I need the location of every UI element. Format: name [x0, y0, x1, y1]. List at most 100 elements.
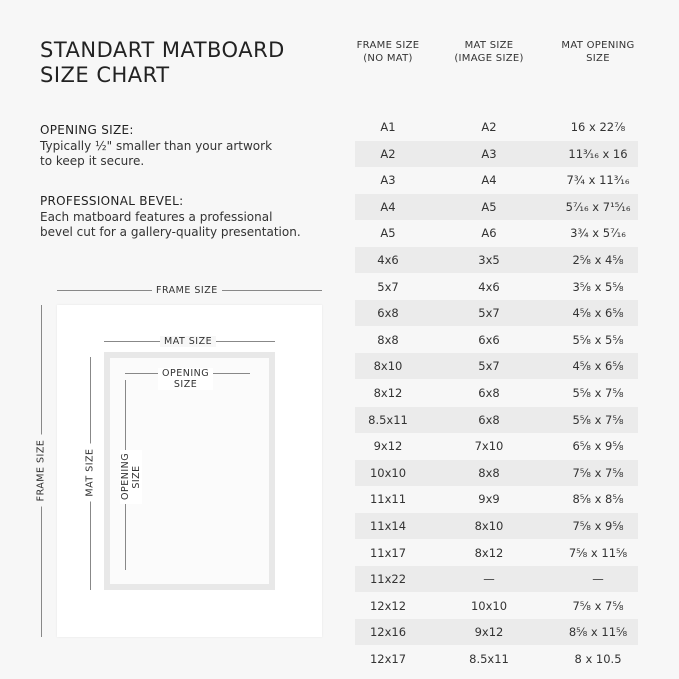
opening-size-cell: 4⅝ x 6⅝: [572, 306, 624, 321]
text-line: bevel cut for a gallery-quality presenta…: [40, 225, 301, 239]
opening-size-cell: 5⁷⁄₁₆ x 7¹⁵⁄₁₆: [565, 199, 631, 214]
frame-size-cell: A3: [380, 173, 396, 188]
title-line: SIZE CHART: [40, 63, 170, 87]
bevel-text: Each matboard features a professional bev…: [40, 210, 301, 240]
frame-size-cell: 12x16: [369, 625, 407, 640]
table-row: 4x6 3x5 2⅝ x 4⅝: [355, 247, 638, 273]
label-line: OPENING: [162, 368, 210, 379]
table-row: A4 A5 5⁷⁄₁₆ x 7¹⁵⁄₁₆: [355, 193, 638, 220]
opening-size-cell: 5⅝ x 7⅝: [572, 412, 624, 427]
frame-size-cell: 4x6: [377, 253, 399, 267]
opening-size-cell: 5⅝ x 7⅝: [572, 386, 624, 400]
frame-size-cell: A4: [380, 199, 396, 214]
table-row: 10x10 8x8 7⅝ x 7⅝: [355, 459, 638, 486]
table-row: A2 A3 11³⁄₁₆ x 16: [355, 140, 638, 167]
opening-size-cell: 2⅝ x 4⅝: [572, 253, 624, 267]
frame-size-cell: 12x17: [369, 652, 407, 666]
header-frame-size: FRAME SIZE (NO MAT): [338, 39, 438, 65]
mat-size-cell: —: [483, 572, 495, 587]
opening-size-cell: 8⅝ x 11⅝: [568, 625, 628, 640]
table-row: A5 A6 3¾ x 5⁷⁄₁₆: [355, 220, 638, 246]
table-row: 8.5x11 6x8 5⅝ x 7⅝: [355, 406, 638, 433]
frame-size-cell: A5: [380, 226, 396, 241]
opening-size-cell: 5⅝ x 5⅝: [572, 332, 624, 347]
text-line: to keep it secure.: [40, 154, 145, 168]
mat-size-cell: 9x9: [478, 492, 500, 507]
frame-size-cell: 8x8: [377, 332, 399, 347]
opening-size-cell: —: [592, 572, 604, 587]
header-line: SIZE: [586, 53, 610, 64]
frame-size-cell: 8x12: [373, 386, 403, 400]
frame-size-cell: A1: [380, 120, 396, 134]
mat-size-cell: 5x7: [478, 306, 500, 321]
table-row: A3 A4 7¾ x 11³⁄₁₆: [355, 167, 638, 193]
mat-size-cell: 7x10: [474, 439, 504, 454]
opening-size-cell: 8 x 10.5: [574, 652, 622, 666]
table-row: 11x22 — —: [355, 566, 638, 593]
mat-size-label: MAT SIZE: [160, 336, 217, 347]
mat-size-cell: 10x10: [470, 598, 508, 613]
table-row: A1 A2 16 x 22⅞: [355, 114, 638, 140]
frame-size-cell: 5x7: [377, 279, 399, 294]
header-line: (IMAGE SIZE): [454, 53, 524, 64]
header-line: MAT SIZE: [464, 40, 514, 51]
table-row: 12x17 8.5x11 8 x 10.5: [355, 646, 638, 672]
table-row: 8x10 5x7 4⅝ x 6⅝: [355, 353, 638, 380]
table-row: 11x11 9x9 8⅝ x 8⅝: [355, 486, 638, 512]
header-line: (NO MAT): [363, 53, 413, 64]
table-row: 12x12 10x10 7⅝ x 7⅝: [355, 593, 638, 619]
frame-size-cell: 8.5x11: [368, 412, 408, 427]
header-line: FRAME SIZE: [356, 40, 420, 51]
frame-size-vlabel: FRAME SIZE: [35, 434, 47, 507]
table-row: 6x8 5x7 4⅝ x 6⅝: [355, 300, 638, 327]
bevel-heading: PROFESSIONAL BEVEL:: [40, 194, 184, 208]
frame-size-cell: 11x17: [369, 545, 407, 560]
text-line: Typically ½" smaller than your artwork: [40, 139, 273, 153]
frame-size-cell: 11x14: [369, 519, 407, 533]
opening-size-label: OPENING SIZE: [158, 368, 214, 390]
table-row: 8x8 6x6 5⅝ x 5⅝: [355, 327, 638, 353]
mat-size-cell: 3x5: [478, 253, 500, 267]
mat-size-cell: 6x8: [478, 386, 500, 400]
frame-size-cell: 12x12: [369, 598, 407, 613]
mat-size-cell: A6: [481, 226, 497, 241]
table-row: 11x14 8x10 7⅝ x 9⅝: [355, 513, 638, 539]
table-row: 5x7 4x6 3⅝ x 5⅝: [355, 274, 638, 300]
mat-size-cell: 6x6: [478, 332, 500, 347]
frame-size-cell: 11x11: [369, 492, 407, 507]
frame-size-cell: 6x8: [377, 306, 399, 321]
table-row: 8x12 6x8 5⅝ x 7⅝: [355, 380, 638, 406]
label-line: SIZE: [131, 465, 142, 489]
opening-size-cell: 3¾ x 5⁷⁄₁₆: [570, 226, 626, 241]
opening-size-cell: 16 x 22⅞: [570, 120, 626, 134]
mat-size-cell: 8.5x11: [469, 652, 509, 666]
mat-size-cell: 8x8: [478, 465, 500, 480]
mat-size-cell: 6x8: [478, 412, 500, 427]
opening-size-cell: 8⅝ x 8⅝: [572, 492, 624, 507]
mat-size-vlabel: MAT SIZE: [84, 443, 96, 502]
opening-size-cell: 4⅝ x 6⅝: [572, 359, 624, 374]
table-row: 11x17 8x12 7⅝ x 11⅝: [355, 540, 638, 566]
label-line: OPENING: [120, 452, 131, 500]
opening-size-cell: 7⅝ x 7⅝: [572, 465, 624, 480]
mat-size-cell: A4: [481, 173, 497, 188]
frame-size-cell: 9x12: [373, 439, 403, 454]
header-mat-opening: MAT OPENING SIZE: [548, 39, 648, 65]
header-mat-size: MAT SIZE (IMAGE SIZE): [439, 39, 539, 65]
opening-size-cell: 7⅝ x 11⅝: [568, 545, 628, 560]
opening-size-cell: 7¾ x 11³⁄₁₆: [566, 173, 630, 188]
frame-size-cell: A2: [380, 146, 396, 161]
mat-size-cell: 5x7: [478, 359, 500, 374]
page-title: STANDART MATBOARD SIZE CHART: [40, 38, 285, 88]
opening-text: Typically ½" smaller than your artwork to…: [40, 139, 272, 169]
text-line: Each matboard features a professional: [40, 210, 273, 224]
frame-size-cell: 8x10: [373, 359, 403, 374]
header-line: MAT OPENING: [561, 40, 635, 51]
mat-size-cell: 8x10: [474, 519, 504, 533]
opening-size-cell: 7⅝ x 9⅝: [572, 519, 624, 533]
label-line: SIZE: [173, 379, 198, 390]
opening-size-cell: 7⅝ x 7⅝: [572, 598, 624, 613]
mat-size-cell: 4x6: [478, 279, 500, 294]
opening-size-vlabel: OPENING SIZE: [120, 450, 142, 504]
frame-size-cell: 11x22: [369, 572, 407, 587]
